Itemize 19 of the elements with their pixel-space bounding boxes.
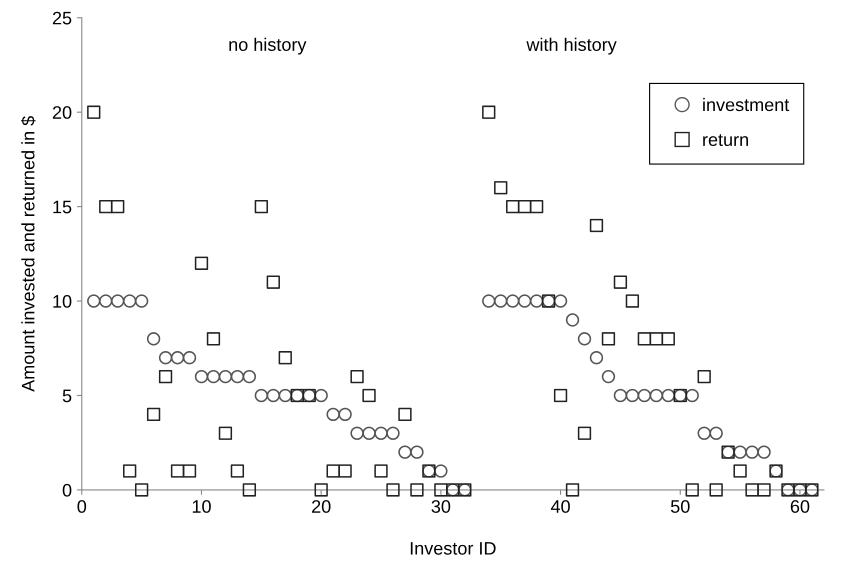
x-tick-label: 50: [670, 500, 690, 513]
x-tick-label: 60: [790, 500, 810, 513]
x-tick-label: 20: [312, 500, 331, 513]
legend-label: return: [703, 134, 748, 146]
x-tick-label: 10: [192, 500, 211, 513]
y-tick-label: 20: [52, 106, 72, 119]
annotation: no history: [229, 38, 306, 55]
y-tick-label: 15: [53, 200, 72, 214]
legend-label: investment: [703, 98, 790, 112]
y-axis-title: Amount invested and returned in $: [20, 116, 36, 392]
y-tick-label: 25: [52, 12, 72, 24]
annotation: with history: [526, 38, 617, 55]
x-tick-label: 40: [550, 500, 570, 513]
y-tick-label: 0: [62, 484, 72, 497]
x-tick-label: 0: [77, 500, 86, 513]
x-axis-title: Investor ID: [410, 542, 496, 555]
x-tick-label: 30: [432, 500, 450, 513]
y-tick-label: 10: [53, 294, 72, 308]
y-tick-label: 5: [62, 390, 72, 402]
